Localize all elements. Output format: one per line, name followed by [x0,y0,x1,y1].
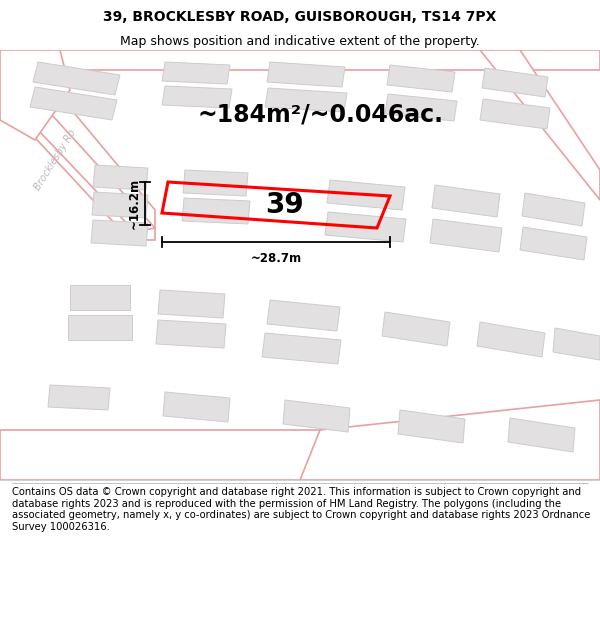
Text: Contains OS data © Crown copyright and database right 2021. This information is : Contains OS data © Crown copyright and d… [12,488,590,532]
Text: Map shows position and indicative extent of the property.: Map shows position and indicative extent… [120,35,480,48]
Polygon shape [325,212,406,242]
Polygon shape [432,185,500,217]
Polygon shape [33,62,120,95]
Polygon shape [265,88,347,112]
Polygon shape [267,62,345,87]
Polygon shape [0,80,155,232]
Polygon shape [477,322,545,357]
Polygon shape [520,227,587,260]
Polygon shape [327,180,405,210]
Text: ~28.7m: ~28.7m [250,252,302,265]
Polygon shape [385,94,457,121]
Polygon shape [156,320,226,348]
Text: ~184m²/~0.046ac.: ~184m²/~0.046ac. [197,103,443,127]
Polygon shape [182,198,250,224]
Polygon shape [0,50,70,140]
Polygon shape [162,86,232,108]
Polygon shape [162,62,230,84]
Text: Brocklesby Ro: Brocklesby Ro [32,128,77,192]
Polygon shape [70,285,130,310]
Polygon shape [482,68,548,97]
Polygon shape [183,170,248,196]
Polygon shape [508,418,575,452]
Polygon shape [553,328,600,360]
Polygon shape [522,193,585,226]
Polygon shape [430,219,502,252]
Polygon shape [267,300,340,331]
Polygon shape [163,392,230,422]
Polygon shape [387,65,455,92]
Polygon shape [300,400,600,480]
Polygon shape [480,99,550,129]
Polygon shape [283,400,350,432]
Polygon shape [91,220,148,246]
Polygon shape [68,315,132,340]
Polygon shape [48,385,110,410]
Polygon shape [93,165,148,190]
Polygon shape [30,87,117,120]
Polygon shape [262,333,341,364]
Polygon shape [398,410,465,443]
Polygon shape [0,50,155,240]
Polygon shape [0,430,600,480]
Polygon shape [382,312,450,346]
Polygon shape [92,192,148,218]
Text: 39: 39 [265,191,304,219]
Polygon shape [480,50,600,200]
Polygon shape [0,50,600,70]
Polygon shape [158,290,225,318]
Text: ~16.2m: ~16.2m [128,178,141,229]
Text: 39, BROCKLESBY ROAD, GUISBOROUGH, TS14 7PX: 39, BROCKLESBY ROAD, GUISBOROUGH, TS14 7… [103,10,497,24]
